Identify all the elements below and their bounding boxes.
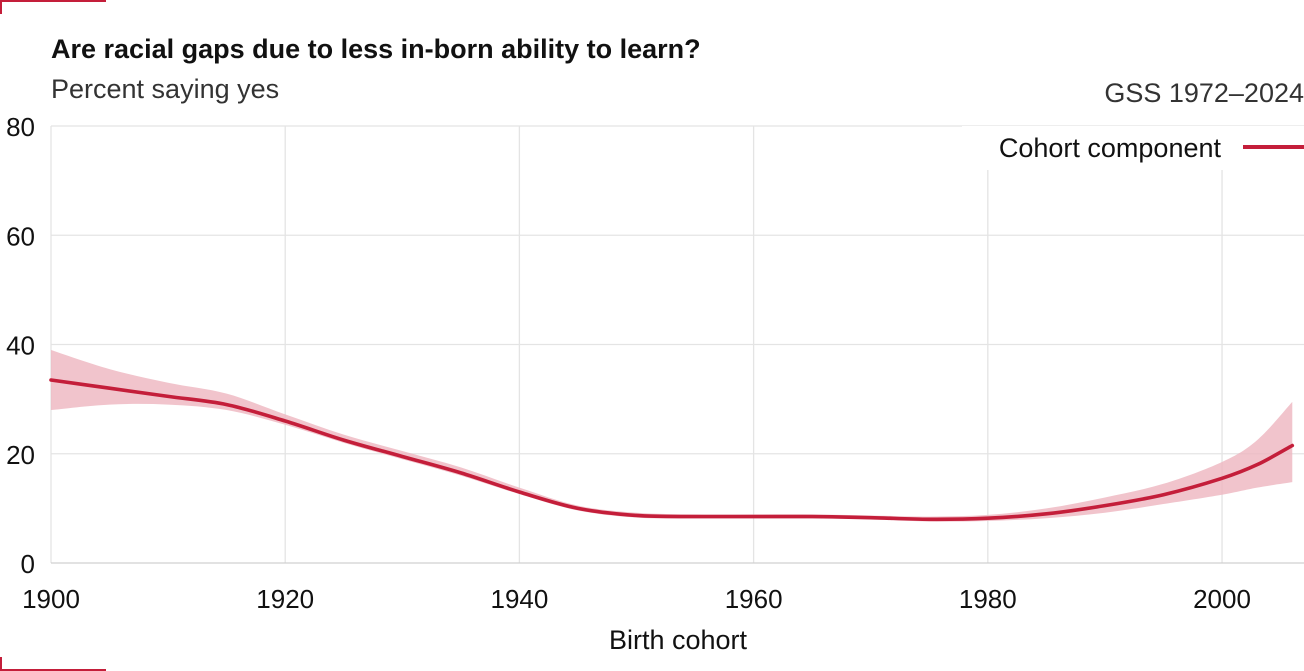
series-lines (49, 378, 1295, 522)
grid-lines (50, 125, 1304, 564)
chart-subtitle: Percent saying yes (51, 74, 280, 104)
x-tick-label: 1960 (725, 584, 783, 614)
x-tick-label: 2000 (1193, 584, 1251, 614)
series-line-cohort-component (49, 378, 1295, 522)
x-tick-label: 1900 (22, 584, 80, 614)
x-tick-label: 1940 (490, 584, 548, 614)
axis-labels: 0 20 40 60 80 1900 1920 1940 1960 1980 2000 (6, 112, 1251, 614)
legend-label-cohort-component: Cohort component (999, 133, 1222, 163)
corner-mark-bottom-vertical (0, 657, 2, 671)
legend: Cohort component (962, 126, 1304, 170)
y-tick-label: 20 (6, 440, 35, 470)
y-tick-label: 80 (6, 112, 35, 142)
chart-source: GSS 1972–2024 (1104, 78, 1304, 108)
y-tick-label: 60 (6, 221, 35, 251)
x-axis-title: Birth cohort (609, 625, 748, 655)
y-tick-label: 0 (21, 549, 35, 579)
confidence-band (51, 349, 1293, 522)
x-tick-label: 1980 (959, 584, 1017, 614)
chart-title: Are racial gaps due to less in-born abil… (51, 34, 701, 64)
corner-mark-top-vertical (0, 0, 2, 14)
corner-mark-top (0, 0, 106, 2)
y-tick-label: 40 (6, 331, 35, 361)
x-tick-label: 1920 (256, 584, 314, 614)
confidence-bands (51, 349, 1293, 522)
corner-mark-bottom (0, 669, 106, 671)
